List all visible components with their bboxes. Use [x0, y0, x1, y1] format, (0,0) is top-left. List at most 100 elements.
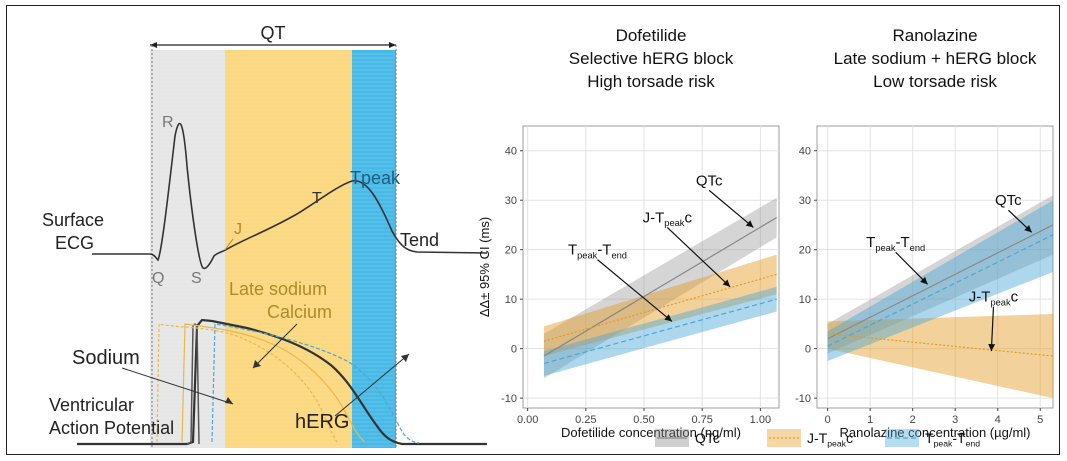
- series-line: [827, 224, 1054, 340]
- calcium-curve: [156, 323, 338, 443]
- legend-swatch: [767, 429, 801, 447]
- annotation-label: J-Tpeakc: [969, 289, 1019, 308]
- herg-curve: [211, 323, 420, 444]
- late-sodium-label: Late sodium: [229, 279, 327, 299]
- calcium-arrow: [252, 323, 298, 369]
- herg-label: hERG: [295, 411, 349, 433]
- annotation-arrow: [666, 227, 731, 288]
- x-tick-label: 5: [1037, 414, 1043, 426]
- q-label: Q: [152, 270, 164, 287]
- legend-label: J-Tpeakc: [807, 430, 853, 449]
- qt-bracket-left-arrow: [150, 42, 157, 48]
- ci-ribbon: [827, 314, 1053, 399]
- y-tick-label: 40: [505, 146, 517, 158]
- x-tick-label: 0.75: [691, 414, 712, 426]
- annotation-arrow: [990, 306, 995, 352]
- y-tick-label: 0: [805, 344, 811, 356]
- j-label: J: [234, 221, 242, 238]
- y-tick-label: 20: [799, 245, 811, 257]
- late-sodium-curve: [181, 323, 366, 443]
- ecg-diagram: QT R Q S J T Tpeak Tend Surface ECG Late…: [42, 23, 488, 448]
- series-line: [827, 333, 1054, 357]
- chart-title-line: Dofetilide: [616, 26, 687, 45]
- x-tick-label: 0.50: [633, 414, 654, 426]
- legend-swatch: [885, 429, 919, 447]
- t-label: T: [312, 190, 322, 207]
- ci-ribbon: [543, 197, 777, 379]
- x-tick-label: 2: [910, 414, 916, 426]
- annotation-label: QTc: [995, 192, 1022, 209]
- figure-canvas: QT R Q S J T Tpeak Tend Surface ECG Late…: [42, 23, 1054, 449]
- x-tick-label: 1.00: [750, 414, 771, 426]
- chart-title-line: Ranolazine: [892, 26, 977, 45]
- annotation-label: Tpeak-Tend: [866, 234, 925, 253]
- annotation-arrow-head: [745, 220, 754, 228]
- y-tick-label: 10: [505, 294, 517, 306]
- x-tick-label: 0.00: [517, 414, 538, 426]
- calcium-arrow-head: [253, 360, 261, 368]
- plot-area: [816, 125, 1054, 409]
- r-label: R: [162, 114, 174, 131]
- annotation-arrow-head: [988, 343, 996, 352]
- calcium-label: Calcium: [267, 302, 332, 322]
- y-tick-label: -10: [501, 393, 517, 405]
- y-axis-label: ΔΔ± 95% CI (ms): [477, 217, 492, 317]
- dofetilide-chart: Dofetilide Selective hERG block High torsa…: [477, 26, 780, 440]
- action-potential-solid: [77, 318, 487, 446]
- annotation-arrow: [895, 251, 928, 285]
- y-tick-label: 0: [511, 344, 517, 356]
- annotation-label: QTc: [696, 172, 723, 189]
- surface-ecg-label-line2: ECG: [55, 233, 94, 253]
- annotation-arrow: [708, 189, 754, 228]
- chart-title-line: Late sodium + hERG block: [834, 49, 1037, 68]
- annotation-arrow-head: [1024, 225, 1032, 233]
- qt-bracket-right-arrow: [389, 42, 396, 48]
- y-tick-label: 30: [799, 195, 811, 207]
- tend-label: Tend: [400, 230, 439, 250]
- s-label: S: [191, 270, 202, 287]
- y-tick-label: 20: [505, 245, 517, 257]
- y-tick-label: -10: [795, 393, 811, 405]
- sodium-arrow: [121, 367, 234, 405]
- y-tick-label: 40: [799, 146, 811, 158]
- x-axis-label: Dofetilide concentration (ng/ml): [561, 425, 741, 440]
- ventricular-label-line1: Ventricular: [49, 395, 134, 415]
- tpeak-label: Tpeak: [350, 168, 401, 188]
- surface-ecg-label-line1: Surface: [42, 210, 104, 230]
- ci-ribbon: [827, 195, 1053, 354]
- annotation-arrow-head: [664, 314, 672, 322]
- ranolazine-chart: Ranolazine Late sodium + hERG block Low to…: [795, 26, 1054, 440]
- annotation-arrow-head: [722, 279, 731, 287]
- ventricular-label-line2: Action Potential: [49, 418, 174, 438]
- sodium-arrow-head: [225, 397, 233, 404]
- x-tick-label: 3: [952, 414, 958, 426]
- x-tick-label: 4: [995, 414, 1001, 426]
- st-band: [225, 50, 352, 448]
- x-tick-label: 1: [867, 414, 873, 426]
- legend-label: Tpeak-Tend: [925, 430, 980, 449]
- tpeak-tend-band: [352, 50, 396, 448]
- ci-ribbon: [827, 200, 1053, 361]
- series-line: [543, 273, 777, 342]
- qt-label: QT: [261, 23, 286, 43]
- x-axis-label: Ranolazine concentration (µg/ml): [839, 425, 1030, 440]
- chart-title-line: Low torsade risk: [873, 72, 997, 91]
- x-tick-label: 0: [825, 414, 831, 426]
- qrs-band: [150, 50, 225, 448]
- series-line: [543, 298, 777, 365]
- x-tick-label: 0.25: [575, 414, 596, 426]
- ci-ribbon: [543, 254, 777, 357]
- series-line: [827, 234, 1054, 347]
- series-line: [543, 217, 777, 357]
- y-tick-label: 30: [505, 195, 517, 207]
- annotation-label: Tpeak-Tend: [568, 242, 627, 261]
- herg-arrow-head: [401, 354, 409, 362]
- sodium-label: Sodium: [72, 347, 140, 369]
- j-arrow: [224, 238, 234, 251]
- annotation-arrow: [597, 259, 673, 322]
- herg-arrow: [334, 353, 410, 417]
- chart-legend: QTc J-Tpeakc Tpeak-Tend: [655, 429, 980, 449]
- figure-frame: QT R Q S J T Tpeak Tend Surface ECG Late…: [6, 5, 1060, 455]
- plot-area: [522, 125, 780, 409]
- annotation-arrow-head: [920, 276, 928, 285]
